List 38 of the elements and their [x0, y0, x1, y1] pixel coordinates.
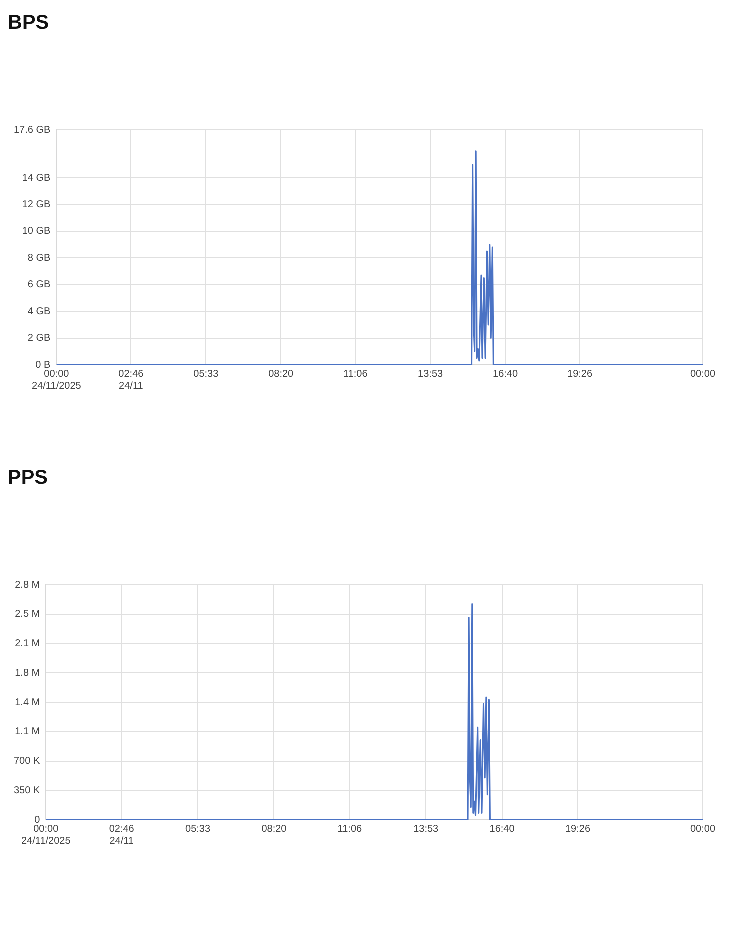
x-tick-label: 00:00 24/11/2025	[32, 368, 82, 392]
y-tick-label: 8 GB	[28, 252, 52, 264]
chart-title: BPS	[8, 11, 50, 35]
x-tick-label: 16:40	[490, 824, 516, 835]
y-tick-label: 2 GB	[28, 333, 52, 344]
y-tick-label: 700 K	[14, 756, 40, 767]
y-tick-label: 2.8 M	[15, 580, 40, 591]
x-tick-label: 16:40	[493, 368, 518, 380]
chart-title: PPS	[8, 466, 50, 490]
x-tick-label: 02:46 24/11	[118, 368, 144, 392]
x-tick-label: 19:26	[568, 368, 593, 380]
y-tick-label: 1.1 M	[15, 726, 40, 738]
x-tick-label: 05:33	[186, 824, 211, 835]
x-tick-label: 08:20	[268, 368, 294, 380]
x-tick-label: 13:53	[414, 824, 440, 835]
y-tick-label: 1.4 M	[15, 697, 40, 708]
x-tick-label: 00:00	[690, 824, 716, 835]
y-tick-label: 12 GB	[22, 200, 52, 211]
y-tick-label: 2.5 M	[15, 609, 40, 620]
x-tick-label: 08:20	[262, 824, 288, 835]
y-tick-label: 1.8 M	[15, 668, 40, 679]
y-tick-label: 0 B	[36, 360, 52, 371]
x-tick-label: 13:53	[418, 368, 444, 380]
y-tick-label: 4 GB	[28, 306, 52, 318]
y-tick-label: 14 GB	[22, 172, 52, 184]
x-tick-label: 11:06	[338, 824, 363, 835]
x-tick-label: 11:06	[343, 368, 368, 380]
y-tick-label: 17.6 GB	[14, 124, 52, 136]
y-tick-label: 350 K	[14, 785, 40, 796]
x-tick-label: 05:33	[194, 368, 220, 380]
y-tick-label: 10 GB	[22, 226, 52, 238]
y-tick-label: 2.1 M	[15, 638, 40, 650]
x-tick-label: 00:00	[690, 368, 716, 380]
y-tick-label: 0	[34, 814, 41, 826]
x-tick-label: 02:46 24/11	[109, 824, 135, 847]
x-tick-label: 00:00 24/11/2025	[21, 824, 72, 847]
x-tick-label: 19:26	[565, 824, 591, 835]
y-tick-label: 6 GB	[28, 280, 52, 291]
